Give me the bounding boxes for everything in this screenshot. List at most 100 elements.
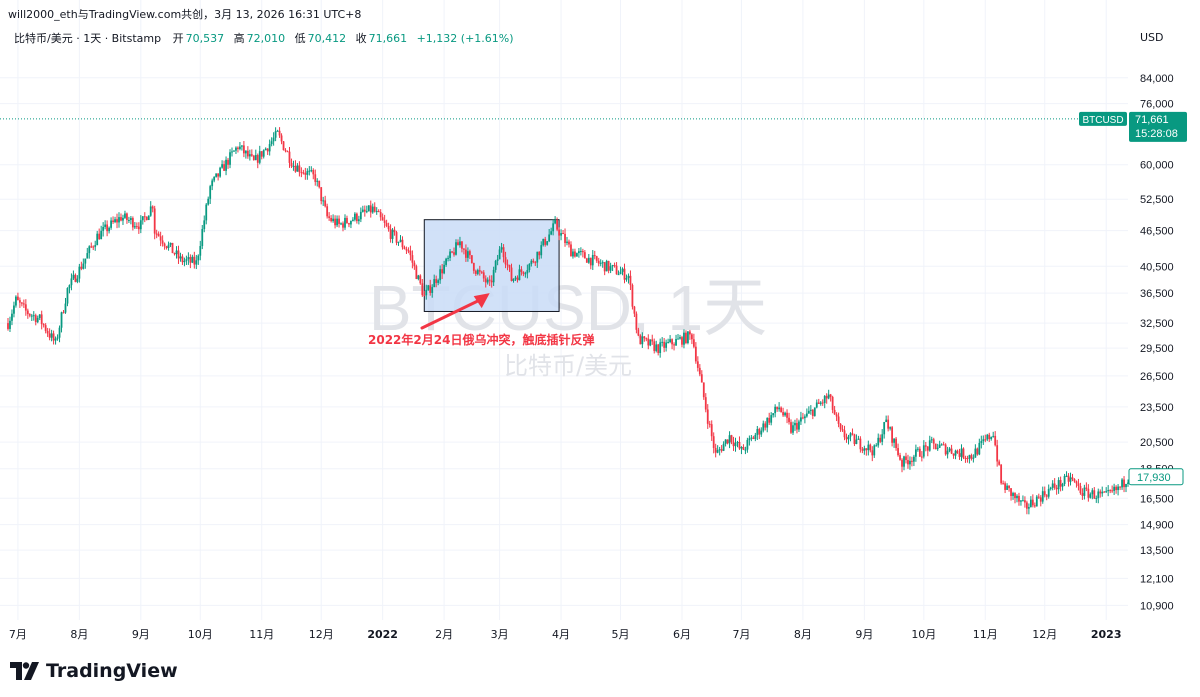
candle (330, 215, 333, 223)
candle-body (90, 246, 93, 248)
candle-body (635, 313, 638, 330)
candle-body (887, 419, 890, 429)
candle-body (44, 325, 47, 331)
candle-body (772, 413, 775, 416)
candle-body (118, 217, 120, 223)
x-tick-label: 7月 (9, 628, 27, 641)
candle (237, 146, 239, 153)
candle-body (990, 436, 993, 440)
candle-body (544, 238, 547, 245)
candle (700, 370, 703, 383)
candle (665, 339, 668, 352)
candle-body (780, 407, 782, 413)
candle (365, 205, 368, 214)
candle-body (996, 445, 999, 462)
y-tick-label: 29,500 (1140, 343, 1174, 355)
candle-body (135, 226, 138, 228)
candle (976, 447, 979, 456)
candle (282, 141, 285, 151)
candle-body (970, 455, 973, 459)
candle (655, 340, 658, 353)
symbol-title[interactable]: 比特币/美元 · 1天 · Bitstamp (14, 32, 162, 45)
candle (425, 284, 428, 300)
candle (897, 443, 899, 457)
candle-body (744, 449, 747, 451)
candle-body (964, 457, 967, 459)
candle (859, 436, 862, 453)
candle (1111, 485, 1114, 493)
candle-body (815, 402, 818, 408)
candle (258, 145, 261, 165)
candle (145, 216, 148, 221)
candle-body (528, 264, 531, 271)
x-tick-label: 2022 (367, 628, 398, 641)
candle-body (794, 422, 796, 426)
candle-body (768, 417, 771, 423)
candle-body (260, 151, 263, 157)
y-tick-label: 23,500 (1140, 402, 1174, 414)
candle (526, 264, 529, 279)
candle-body (30, 315, 33, 317)
candle-body (13, 305, 15, 314)
candle (165, 245, 168, 250)
candle-body (385, 222, 388, 226)
candle-body (453, 252, 455, 255)
candle-body (750, 437, 753, 439)
candle (962, 447, 965, 460)
candle-body (1065, 475, 1068, 477)
candle (68, 284, 71, 294)
candle (788, 412, 790, 425)
candle (175, 246, 178, 259)
candle-body (296, 165, 299, 172)
candle (1018, 492, 1020, 506)
candle-body (36, 317, 39, 323)
candle (163, 242, 166, 250)
x-tick-label: 10月 (188, 628, 213, 641)
candle-body (669, 339, 671, 343)
candle (338, 215, 340, 228)
candle (302, 169, 305, 175)
candle-body (802, 417, 804, 419)
candle-body (1071, 477, 1074, 480)
candle-body (141, 216, 144, 221)
candle-body (1053, 483, 1056, 488)
candle-body (1041, 491, 1044, 502)
candle-body (784, 412, 786, 416)
candle-body (1022, 500, 1024, 502)
candle-body (28, 314, 31, 316)
candle (754, 432, 757, 442)
candle-body (474, 270, 477, 274)
candle-body (1057, 480, 1060, 490)
candle-body (510, 267, 513, 281)
countdown-text: 15:28:08 (1135, 128, 1178, 140)
tradingview-logo[interactable]: TradingView (10, 660, 178, 682)
candle (1119, 486, 1121, 491)
candle-body (1117, 486, 1119, 491)
candle-body (355, 213, 358, 222)
candle-body (217, 173, 220, 177)
currency-label[interactable]: USD (1140, 31, 1164, 44)
x-tick-label: 8月 (70, 628, 88, 641)
candle-body (631, 284, 634, 307)
candle (738, 436, 741, 450)
candle (352, 217, 354, 222)
candle-body (663, 341, 666, 348)
candle (813, 407, 816, 417)
candle (1043, 486, 1046, 498)
candle (934, 443, 937, 450)
candle (920, 451, 923, 462)
candle-body (1010, 488, 1012, 496)
candle-body (645, 338, 648, 340)
candle (861, 447, 864, 454)
candle (217, 173, 220, 181)
candle (348, 222, 350, 228)
candle (905, 452, 907, 464)
candle (1057, 477, 1060, 494)
candle-body (314, 174, 317, 182)
candle (114, 216, 116, 224)
candle (867, 440, 870, 456)
candle-body (962, 448, 965, 458)
candle-body (944, 444, 947, 455)
candle-body (639, 335, 642, 345)
